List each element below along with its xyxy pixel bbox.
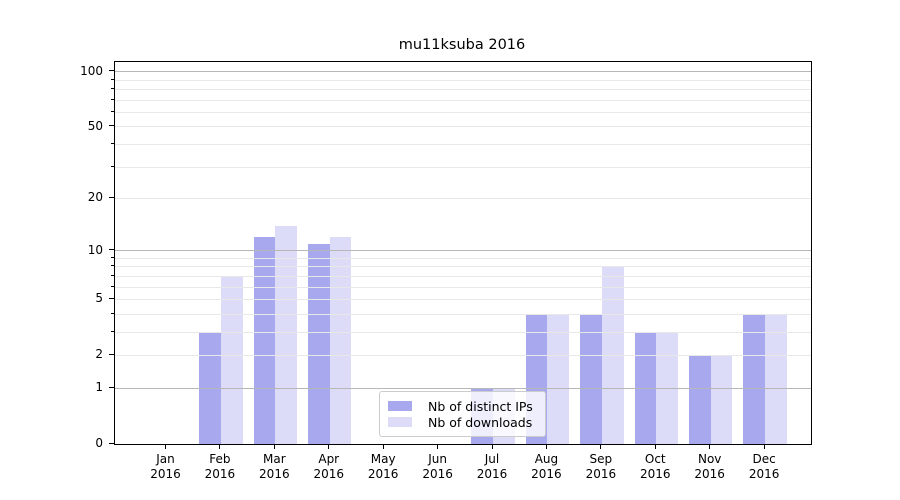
y-tick-label: 5 — [95, 291, 103, 306]
y-minor-tick-mark — [111, 274, 114, 276]
legend-item-downloads: Nb of downloads — [388, 414, 537, 430]
y-tick-mark — [109, 297, 114, 299]
gridline-minor — [115, 111, 811, 113]
y-tick-mark — [109, 70, 114, 72]
x-tick-label-jun: Jun 2016 — [422, 452, 453, 481]
y-minor-tick-mark — [111, 78, 114, 80]
x-tick-label-apr: Apr 2016 — [313, 452, 345, 481]
x-tick-mark — [328, 444, 330, 449]
y-tick-label: 2 — [95, 347, 103, 362]
gridline-minor — [115, 313, 811, 315]
y-tick-mark — [109, 386, 114, 388]
y-tick-mark — [109, 442, 114, 444]
x-tick-label-dec: Dec 2016 — [748, 452, 780, 481]
bar-distinct-ips-mar — [253, 237, 276, 444]
bar-downloads-apr — [329, 237, 352, 444]
y-tick-label: 20 — [87, 190, 103, 205]
y-minor-tick-mark — [111, 165, 114, 167]
x-tick-label-mar: Mar 2016 — [259, 452, 290, 481]
y-minor-tick-mark — [111, 312, 114, 314]
y-tick-mark — [109, 353, 114, 355]
x-tick-label-feb: Feb 2016 — [204, 452, 236, 481]
gridline-minor — [115, 89, 811, 91]
gridline-minor — [115, 266, 811, 268]
gridline-minor — [115, 197, 811, 199]
y-tick-label: 10 — [87, 242, 103, 257]
legend-swatch-downloads — [388, 417, 412, 427]
x-tick-label-sep: Sep 2016 — [585, 452, 617, 481]
y-tick-label: 1 — [95, 380, 103, 395]
bar-distinct-ips-apr — [308, 243, 330, 444]
bar-downloads-aug — [547, 314, 570, 444]
x-tick-mark — [763, 444, 765, 449]
gridline-minor — [115, 143, 811, 145]
gridline-minor — [115, 126, 811, 128]
x-tick-label-jan: Jan 2016 — [150, 452, 181, 481]
x-tick-mark — [600, 444, 602, 449]
y-minor-tick-mark — [111, 88, 114, 90]
y-minor-tick-mark — [111, 110, 114, 112]
y-minor-tick-mark — [111, 285, 114, 287]
y-tick-mark — [109, 196, 114, 198]
gridline-major — [115, 387, 811, 389]
y-tick-mark — [109, 125, 114, 127]
x-tick-mark — [654, 444, 656, 449]
y-minor-tick-mark — [111, 265, 114, 267]
gridline-minor — [115, 275, 811, 277]
y-minor-tick-mark — [111, 256, 114, 258]
bar-distinct-ips-sep — [580, 314, 602, 444]
x-tick-mark — [491, 444, 493, 449]
gridline-minor — [115, 286, 811, 288]
legend-label-distinct-ips: Nb of distinct IPs — [428, 398, 533, 414]
bar-distinct-ips-dec — [743, 314, 766, 444]
legend-label-downloads: Nb of downloads — [428, 414, 533, 430]
bar-downloads-mar — [275, 225, 298, 444]
x-tick-mark — [709, 444, 711, 449]
legend-swatch-distinct-ips — [388, 401, 412, 411]
y-tick-mark — [109, 249, 114, 251]
bar-downloads-nov — [710, 355, 733, 444]
x-tick-label-nov: Nov 2016 — [694, 452, 725, 481]
bar-downloads-dec — [765, 314, 787, 444]
bar-distinct-ips-nov — [689, 355, 711, 444]
x-tick-label-may: May 2016 — [367, 452, 399, 481]
y-tick-label: 100 — [80, 63, 103, 78]
x-tick-mark — [437, 444, 439, 449]
chart-title: mu11ksuba 2016 — [398, 37, 526, 53]
y-minor-tick-mark — [111, 98, 114, 100]
x-tick-label-aug: Aug 2016 — [531, 452, 562, 481]
gridline-minor — [115, 257, 811, 259]
x-tick-mark — [382, 444, 384, 449]
y-minor-tick-mark — [111, 142, 114, 144]
plot-area: Nb of distinct IPs Nb of downloads — [114, 61, 812, 445]
x-axis: Jan 2016 Feb 2016 Mar 2016 Apr 2016 May 2016 Jun 20… — [114, 444, 810, 494]
gridline-minor — [115, 79, 811, 81]
x-tick-mark — [273, 444, 275, 449]
gridline-minor — [115, 354, 811, 356]
gridline-minor — [115, 166, 811, 168]
gridline-major — [115, 250, 811, 252]
legend-item-distinct-ips: Nb of distinct IPs — [388, 398, 537, 414]
y-tick-label: 50 — [87, 118, 103, 133]
x-tick-label-oct: Oct 2016 — [639, 452, 671, 481]
x-tick-mark — [165, 444, 166, 449]
x-tick-label-jul: Jul 2016 — [476, 452, 508, 481]
x-tick-mark — [219, 444, 221, 449]
gridline-minor — [115, 99, 811, 101]
gridline-major — [115, 71, 811, 73]
x-tick-mark — [545, 444, 547, 449]
y-minor-tick-mark — [111, 330, 114, 332]
gridline-minor — [115, 331, 811, 333]
y-axis: 0 1 2 5 10 20 50 100 — [0, 61, 114, 449]
gridline-minor — [115, 298, 811, 300]
bar-downloads-feb — [220, 276, 243, 444]
y-tick-label: 0 — [95, 436, 103, 450]
legend: Nb of distinct IPs Nb of downloads — [379, 391, 546, 437]
